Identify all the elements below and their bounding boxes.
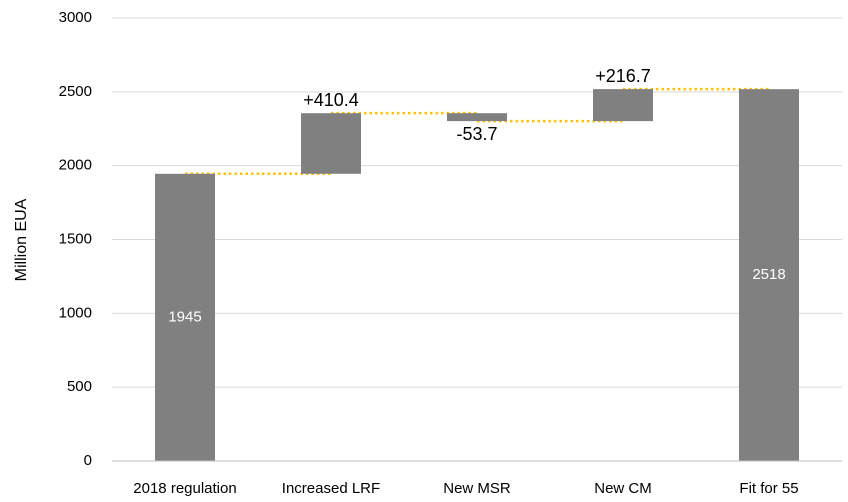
y-tick-label: 2000 xyxy=(59,157,92,174)
y-tick-label: 1500 xyxy=(59,230,92,247)
y-tick-label: 500 xyxy=(67,378,92,395)
y-tick-label: 1000 xyxy=(59,304,92,321)
x-tick-label: 2018 regulation xyxy=(133,480,236,497)
x-tick-label: New CM xyxy=(594,480,652,497)
bar xyxy=(301,113,361,174)
y-axis-label: Million EUA xyxy=(13,198,30,281)
value-label: +216.7 xyxy=(595,66,651,86)
y-tick-label: 3000 xyxy=(59,9,92,26)
x-tick-label: Fit for 55 xyxy=(739,480,798,497)
value-label: 1945 xyxy=(168,308,201,325)
bar xyxy=(593,89,653,122)
x-tick-label: New MSR xyxy=(443,480,511,497)
value-label: +410.4 xyxy=(303,90,359,110)
value-label: 2518 xyxy=(752,266,785,283)
y-tick-label: 0 xyxy=(84,452,92,469)
x-tick-label: Increased LRF xyxy=(282,480,380,497)
y-tick-label: 2500 xyxy=(59,83,92,100)
value-label: -53.7 xyxy=(456,124,497,144)
bar xyxy=(155,173,215,461)
bar xyxy=(739,89,799,462)
bar xyxy=(447,113,507,122)
